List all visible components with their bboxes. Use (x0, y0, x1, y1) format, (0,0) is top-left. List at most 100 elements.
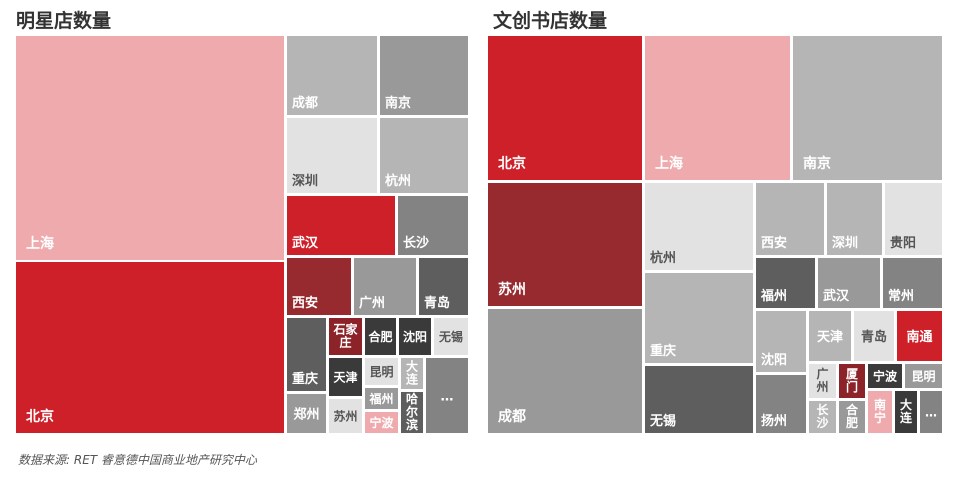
treemap-label: 扬州 (761, 413, 787, 429)
treemap-label: 昆明 (911, 370, 935, 384)
treemap-label: 无锡 (649, 413, 676, 429)
treemap-cell (329, 318, 362, 355)
treemap-label: 石家 (332, 322, 358, 337)
treemap-cell (434, 318, 468, 355)
treemap-label: 深圳 (292, 173, 318, 189)
treemap-label: 宁波 (369, 415, 394, 430)
treemap-label: 重庆 (292, 371, 318, 387)
treemap-label: 广州 (359, 295, 385, 311)
treemap-cell (645, 36, 790, 180)
treemap-label: 贵阳 (890, 235, 916, 251)
treemap-label: 昆明 (369, 365, 393, 379)
treemap-cell (287, 118, 377, 193)
treemap-cell (895, 391, 917, 433)
treemap-cell (809, 311, 851, 361)
treemap-cell (809, 364, 836, 398)
treemap-label: 北京 (498, 155, 526, 172)
treemap-cell (905, 364, 942, 388)
treemap-label: 合肥 (368, 329, 392, 344)
treemap-cell (399, 318, 431, 355)
treemap-cell (365, 388, 398, 409)
treemap-cell (329, 358, 362, 396)
treemap-label: 成都 (292, 95, 318, 111)
treemap-label: 南 (874, 397, 886, 412)
chart-title-bookstores: 文创书店数量 (493, 10, 608, 32)
data-source-note: 数据来源: RET 睿意德中国商业地产研究中心 (18, 453, 257, 467)
treemap-label: 滨 (406, 417, 418, 432)
treemap-label: 长 (816, 402, 829, 417)
treemap-label: 郑州 (293, 406, 319, 422)
treemap-label: 成都 (498, 408, 526, 425)
treemap-cell (380, 118, 468, 193)
treemap-label: 重庆 (650, 343, 676, 359)
treemap-label: 上海 (655, 155, 683, 172)
treemap-cell (380, 36, 468, 115)
treemap-label: 南通 (906, 329, 932, 345)
treemap-label: 西安 (292, 295, 318, 311)
treemap-label: 福州 (368, 391, 393, 406)
treemap-label: 沈阳 (761, 352, 787, 368)
treemap-cell (645, 183, 753, 270)
treemap-label: 天津 (817, 329, 843, 345)
treemap-cell (16, 36, 284, 260)
treemap-cell (329, 399, 362, 433)
treemap-cell (868, 364, 902, 388)
treemap-label: 合 (846, 402, 859, 417)
treemap-cell (793, 36, 942, 180)
treemap-label: 苏州 (333, 409, 357, 424)
treemap-cell (854, 311, 894, 361)
treemap-label: 深圳 (832, 235, 858, 251)
treemap-label: 尔 (406, 404, 418, 419)
treemap-cell (287, 258, 351, 315)
treemap-cell (756, 183, 824, 255)
treemap-cell (645, 273, 753, 363)
treemap-cell (756, 311, 806, 372)
treemap-cell (818, 258, 880, 308)
treemap-label: 北京 (26, 408, 54, 425)
treemap-label: 西安 (761, 235, 787, 251)
treemap-label: 常州 (888, 288, 914, 304)
treemap-cell (287, 318, 326, 391)
treemap-cell (756, 258, 815, 308)
treemap-label: 苏州 (498, 281, 526, 298)
treemap-label: 武汉 (292, 235, 319, 251)
treemap-label: 杭州 (385, 173, 411, 189)
treemap-label: 连 (900, 410, 913, 425)
treemap-label: 宁 (874, 410, 886, 425)
treemap-cell (16, 262, 284, 433)
treemap-cell (287, 196, 395, 255)
treemap-cell (827, 183, 882, 255)
treemap-cell (488, 309, 642, 433)
treemap-cell (401, 358, 423, 389)
treemap-label: 沙 (816, 416, 828, 430)
treemap-label: … (925, 406, 937, 420)
treemap-label: 哈 (406, 391, 418, 406)
treemap-label: 沈阳 (403, 329, 427, 344)
treemap-cell (365, 358, 398, 385)
treemap-label: 杭州 (650, 250, 676, 266)
treemap-label: … (441, 389, 454, 404)
treemap-cell (839, 364, 865, 398)
treemap-label: 天津 (333, 370, 357, 385)
treemap-cell (839, 401, 865, 433)
chart-title-star-stores: 明星店数量 (16, 10, 112, 32)
treemap-label: 宁波 (873, 369, 898, 384)
treemap-label: 青岛 (424, 295, 450, 311)
treemap-label: 福州 (760, 288, 787, 304)
treemap-label: 厦 (846, 366, 859, 381)
treemap-cell (920, 391, 942, 433)
treemap-label: 庄 (339, 335, 351, 350)
treemap-label: 广 (816, 366, 828, 381)
treemap-cell (885, 183, 942, 255)
treemap-label: 长沙 (403, 235, 429, 251)
treemap-label: 上海 (26, 235, 54, 252)
treemap-label: 无锡 (438, 329, 463, 344)
treemap-cell (365, 318, 396, 355)
treemap-label: 连 (406, 372, 419, 387)
treemap-cell (419, 258, 468, 315)
treemap-cell (883, 258, 942, 308)
treemap-cell (488, 183, 642, 306)
treemap-cell (488, 36, 642, 180)
